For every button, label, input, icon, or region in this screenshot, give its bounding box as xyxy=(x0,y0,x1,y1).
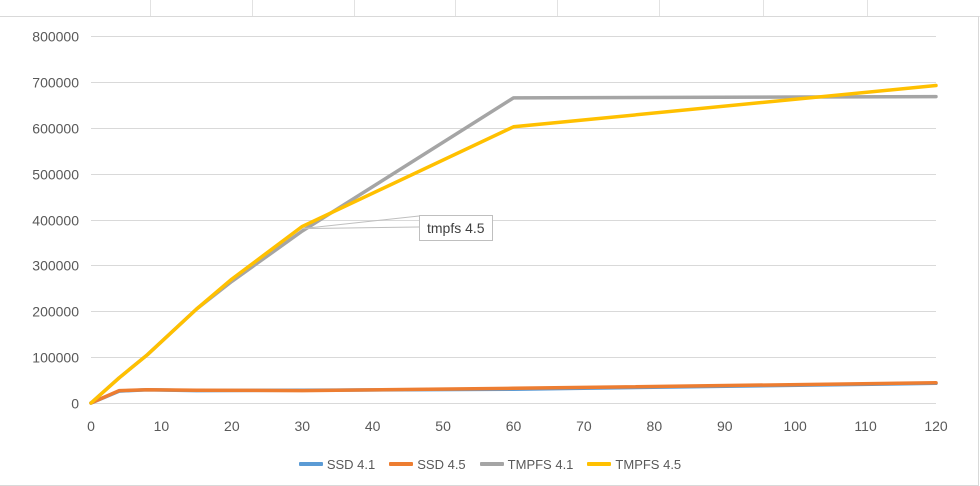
x-tick-label: 40 xyxy=(365,418,381,434)
annotation-leader-line xyxy=(302,226,420,230)
x-tick-label: 80 xyxy=(647,418,663,434)
legend-item-ssd-45[interactable]: SSD 4.5 xyxy=(389,456,466,472)
y-tick-label: 500000 xyxy=(32,167,79,183)
chart-area[interactable]: 0 100000 200000 300000 400000 500000 600000 700… xyxy=(0,16,979,486)
legend-item-tmpfs-45[interactable]: TMPFS 4.5 xyxy=(587,457,681,472)
y-tick-label: 0 xyxy=(71,396,79,412)
legend-item-tmpfs-41[interactable]: TMPFS 4.1 xyxy=(479,456,574,472)
x-tick-label: 50 xyxy=(435,418,451,434)
series-line-ssd-4-5[interactable] xyxy=(89,381,938,405)
x-tick-label: 90 xyxy=(717,418,733,434)
y-tick-label: 100000 xyxy=(32,350,79,366)
legend-item-ssd-41[interactable]: SSD 4.1 xyxy=(298,456,376,472)
x-tick-label: 120 xyxy=(924,418,948,434)
x-tick-label: 30 xyxy=(294,418,310,434)
x-tick-label: 60 xyxy=(506,418,522,434)
y-axis-tick-labels: 0 100000 200000 300000 400000 500000 600000 700… xyxy=(32,29,79,412)
legend-swatch xyxy=(389,462,414,466)
y-tick-label: 300000 xyxy=(32,258,79,274)
x-tick-label: 100 xyxy=(783,418,807,434)
x-tick-label: 20 xyxy=(224,418,240,434)
gridlines xyxy=(91,36,936,404)
x-tick-label: 110 xyxy=(854,418,877,434)
line-chart: 0100000200000300000400000500000600000700… xyxy=(32,29,948,435)
legend-swatch xyxy=(479,462,504,466)
series-line-ssd-4-1[interactable] xyxy=(89,381,938,405)
annotation-leader-line xyxy=(302,215,420,230)
legend-label: TMPFS 4.5 xyxy=(615,456,682,472)
y-tick-label: 400000 xyxy=(32,213,79,229)
y-tick-label: 700000 xyxy=(32,75,79,91)
annotation-leader xyxy=(302,215,420,230)
legend-label: SSD 4.1 xyxy=(326,456,376,472)
chart-legend: SSD 4.1 SSD 4.5 TMPFS 4.1 TMPFS 4.5 xyxy=(0,452,980,476)
y-tick-label: 600000 xyxy=(32,121,79,137)
x-axis-tick-labels: 0 10 20 30 40 50 60 70 80 90 100 110 120 xyxy=(87,418,948,434)
data-callout[interactable]: tmpfs 4.5 xyxy=(419,215,493,241)
y-tick-label: 200000 xyxy=(32,304,79,320)
legend-swatch xyxy=(298,462,323,466)
x-tick-label: 70 xyxy=(576,418,592,434)
series-line-tmpfs-4-5[interactable] xyxy=(89,83,938,405)
legend-swatch xyxy=(587,462,612,466)
data-callout-text: tmpfs 4.5 xyxy=(427,220,485,236)
legend-label: TMPFS 4.1 xyxy=(507,456,574,472)
x-tick-label: 10 xyxy=(154,418,170,434)
legend-label: SSD 4.5 xyxy=(417,456,466,472)
y-tick-label: 800000 xyxy=(32,29,79,45)
series-lines xyxy=(89,83,938,405)
x-tick-label: 0 xyxy=(87,418,95,434)
